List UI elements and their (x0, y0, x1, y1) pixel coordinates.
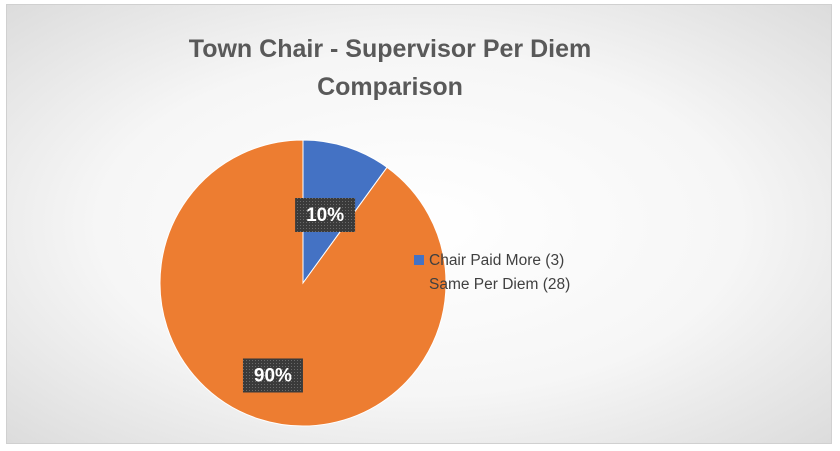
legend-swatch (414, 255, 424, 265)
legend-label: Same Per Diem (28) (429, 276, 570, 293)
data-label: 10% (306, 205, 344, 226)
data-label-box (242, 358, 303, 393)
chart-title: Town Chair - Supervisor Per Diem Compari… (188, 35, 592, 101)
legend-swatch (414, 279, 424, 289)
pie-slice (159, 139, 447, 427)
data-label: 90% (254, 365, 292, 386)
legend-label: Chair Paid More (3) (429, 252, 564, 269)
data-label-box (295, 197, 356, 232)
